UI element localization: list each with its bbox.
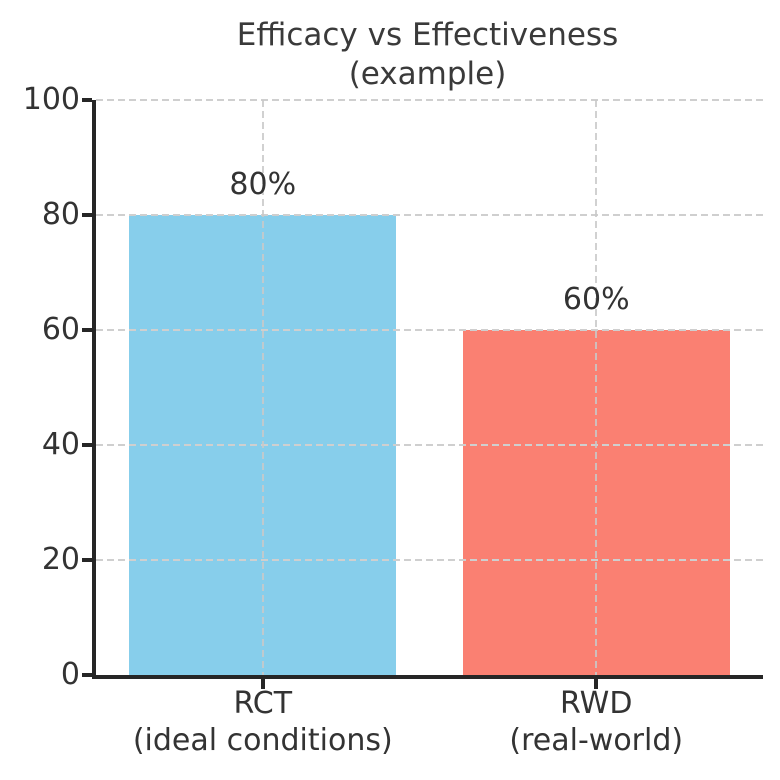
chart-title-line1: Efficacy vs Effectiveness [236, 17, 619, 53]
gridline-horizontal [96, 329, 763, 331]
y-axis-tick-label: 80 [41, 197, 80, 232]
y-axis-tick-label: 0 [60, 657, 80, 692]
y-axis-tick [82, 213, 92, 217]
y-axis-tick [82, 558, 92, 562]
gridline-vertical [261, 100, 264, 675]
chart-title: Efficacy vs Effectiveness (example) [92, 16, 763, 94]
x-axis-category: RWD [560, 686, 633, 721]
y-axis-tick-label: 40 [41, 427, 80, 462]
chart-title-line2: (example) [348, 56, 507, 92]
gridline-horizontal [96, 444, 763, 446]
x-axis-tick-label: RWD (real-world) [509, 685, 683, 759]
gridline-horizontal [96, 559, 763, 561]
gridline-vertical [595, 100, 598, 675]
bar-value-label: 80% [229, 167, 297, 202]
y-axis-tick-label: 60 [41, 312, 80, 347]
gridline-horizontal [96, 214, 763, 216]
y-axis-tick [82, 98, 92, 102]
x-axis-tick [260, 679, 265, 689]
plot-area: 0 20 40 60 80 100 80% RCT (ideal conditions) 60% R… [23, 82, 763, 758]
y-axis-tick [82, 443, 92, 447]
x-axis-tick-label: RCT (ideal conditions) [133, 685, 393, 759]
x-axis-category: RCT [233, 686, 293, 721]
y-axis-tick-label: 100 [22, 82, 80, 117]
x-axis-category-subtitle: (ideal conditions) [132, 723, 393, 758]
x-axis-category-subtitle: (real-world) [509, 723, 684, 758]
x-axis-tick [594, 679, 599, 689]
y-axis-tick [82, 673, 92, 677]
y-axis-tick-label: 20 [41, 542, 80, 577]
bar-value-label: 60% [562, 282, 630, 317]
y-axis-tick [82, 328, 92, 332]
gridline-horizontal [96, 99, 763, 101]
